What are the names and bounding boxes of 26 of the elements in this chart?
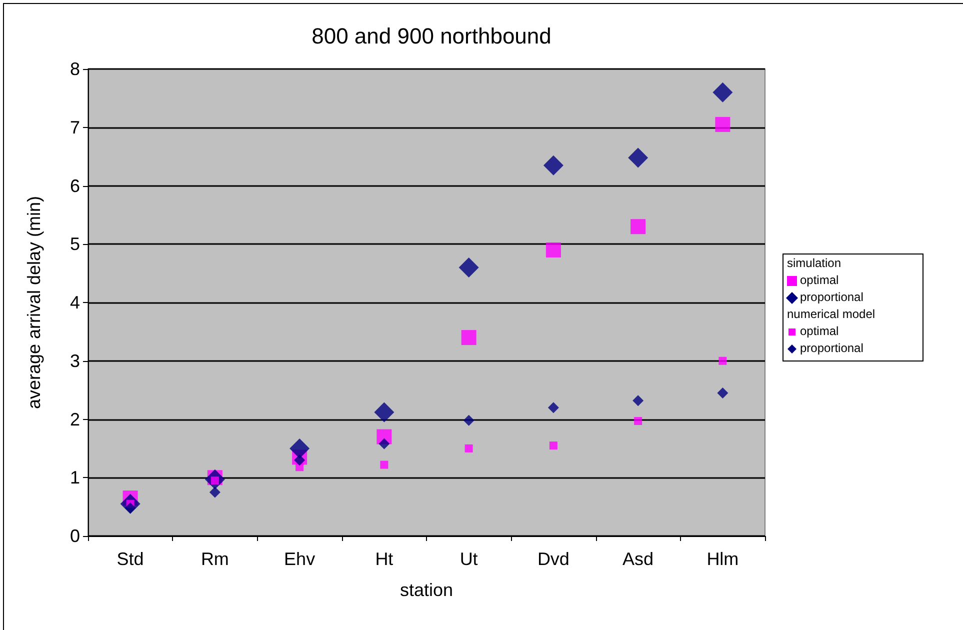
x-tick-label: Ht xyxy=(375,549,394,569)
x-axis-title: station xyxy=(400,580,454,600)
y-tick-label: 2 xyxy=(70,409,80,430)
text: simulation xyxy=(787,256,842,270)
y-tick-label: 7 xyxy=(70,117,80,138)
y-tick-label: 4 xyxy=(70,292,80,312)
x-tick-label: Ehv xyxy=(284,549,316,569)
y-tick-label: 5 xyxy=(70,234,80,254)
legend-label: optimal xyxy=(800,324,839,338)
y-tick-label: 3 xyxy=(70,350,80,371)
legend-label: optimal xyxy=(800,273,839,287)
text: numerical model xyxy=(787,307,876,321)
x-tick-label: Std xyxy=(116,549,144,569)
x-tick-label: Asd xyxy=(622,549,654,569)
y-tick-label: 0 xyxy=(70,526,80,546)
y-tick-label: 6 xyxy=(70,176,80,196)
x-tick-label: Dvd xyxy=(537,549,570,569)
y-tick-label: 8 xyxy=(70,59,80,79)
legend-label: proportional xyxy=(800,290,864,304)
x-tick-label: Rm xyxy=(200,549,229,569)
chart-title: 800 and 900 northbound xyxy=(312,24,552,48)
y-axis-title: average arrival delay (min) xyxy=(24,196,44,410)
x-tick-label: Hlm xyxy=(706,549,739,569)
legend-label: proportional xyxy=(800,341,864,355)
y-tick-label: 1 xyxy=(70,468,80,488)
x-tick-label: Ut xyxy=(460,549,478,569)
